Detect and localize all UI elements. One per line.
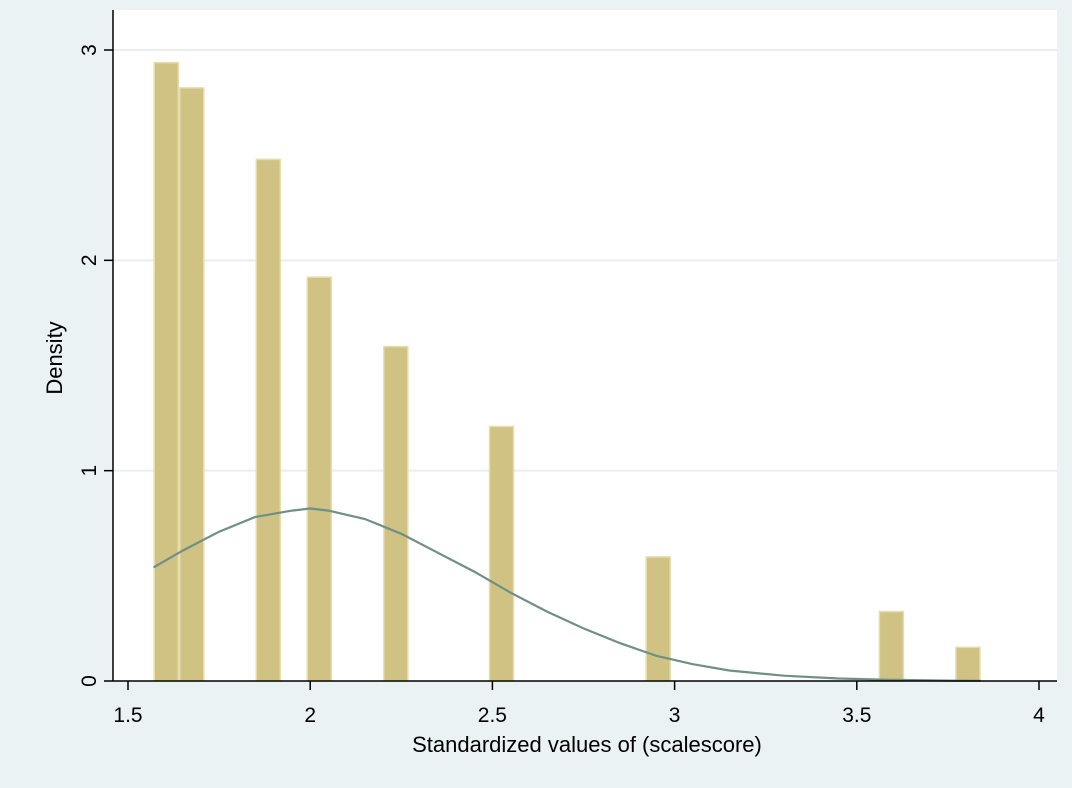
histogram-bars [153,61,981,682]
histogram-bar [645,556,671,682]
histogram-bar [488,425,515,682]
normal-density-curve [152,507,981,682]
x-tick-label: 1.5 [113,704,142,727]
plot-area [113,10,1057,681]
density-curve-group [152,507,981,682]
histogram-bar [878,610,905,682]
x-tick-label: 3 [669,704,681,727]
x-tick-label: 3.5 [842,704,871,727]
axes [104,10,1057,690]
y-tick-label: 1 [78,465,101,477]
y-tick-label: 2 [78,254,101,266]
x-tick-label: 4 [1033,704,1045,727]
x-tick-label: 2.5 [478,704,507,727]
histogram-bar [955,646,981,682]
x-tick-label: 2 [304,704,316,727]
y-tick-label: 0 [78,675,101,687]
histogram-bar [179,87,205,682]
histogram-bar [255,158,282,682]
tick-labels: 0 1 2 3 1.5 2 2.5 3 3.5 4 [78,44,1045,727]
histogram-bar [306,276,333,682]
histogram-bar [383,345,409,682]
y-axis-title: Density [42,321,67,394]
y-tick-label: 3 [78,44,101,56]
x-axis-title: Standardized values of (scalescore) [412,732,762,757]
histogram-bar [153,61,180,682]
